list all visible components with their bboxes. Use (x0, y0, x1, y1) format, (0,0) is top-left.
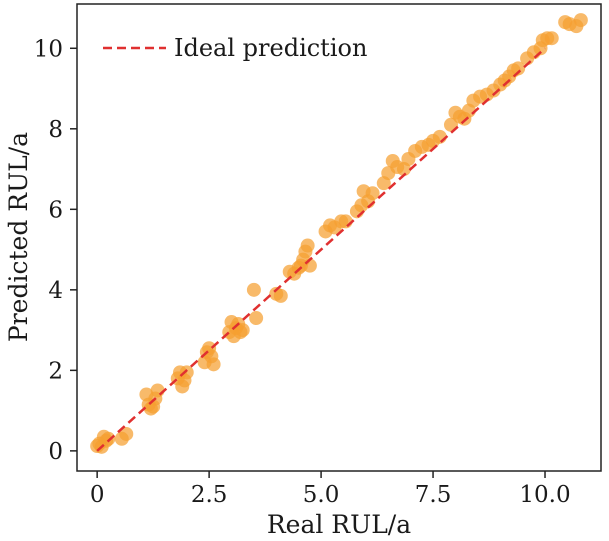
y-tick-label: 4 (48, 278, 63, 304)
scatter-point (249, 311, 264, 326)
ideal-prediction-line-group (96, 47, 546, 452)
scatter-point (273, 288, 288, 303)
scatter-point (300, 238, 315, 253)
y-tick-label: 2 (48, 358, 63, 384)
scatter-point (179, 365, 194, 380)
ideal-prediction-line (96, 47, 546, 452)
scatter-point (119, 426, 134, 441)
scatter-point (235, 323, 250, 338)
scatter-point (573, 13, 588, 28)
x-tick-label: 7.5 (415, 482, 452, 508)
x-axis-title: Real RUL/a (267, 510, 411, 539)
legend: Ideal prediction (103, 34, 367, 62)
scatter-point (365, 186, 380, 201)
y-tick-label: 8 (48, 117, 63, 143)
x-tick-label: 2.5 (191, 482, 228, 508)
scatter-point (544, 31, 559, 46)
y-tick-label: 0 (48, 439, 63, 465)
y-tick-label: 6 (48, 197, 63, 223)
scatter-point (246, 282, 261, 297)
x-tick-label: 0 (90, 482, 105, 508)
x-axis-ticks: 0 2.5 5.0 7.5 10.0 (90, 471, 571, 508)
y-axis-ticks: 0 2 4 6 8 10 (34, 36, 77, 465)
scatter-point (101, 431, 116, 446)
scatter-point (206, 357, 221, 372)
x-tick-label: 10.0 (519, 482, 570, 508)
scatter-point (511, 61, 526, 76)
x-tick-label: 5.0 (303, 482, 340, 508)
y-tick-label: 10 (34, 36, 63, 62)
plot-frame (76, 3, 602, 472)
scatter-points (90, 13, 588, 454)
legend-label-ideal-prediction: Ideal prediction (174, 34, 367, 62)
y-axis-title: Predicted RUL/a (4, 132, 33, 342)
